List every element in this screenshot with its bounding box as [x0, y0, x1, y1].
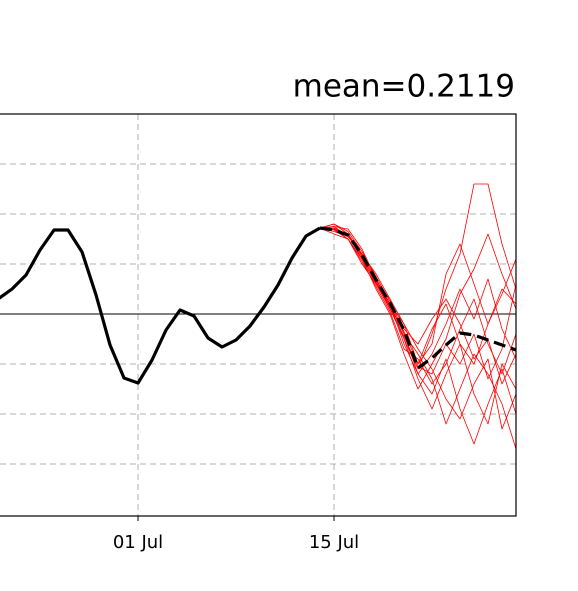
series-line — [319, 227, 516, 375]
plot-area — [0, 114, 516, 516]
series-line — [319, 223, 516, 425]
series-line — [319, 227, 516, 390]
x-tick-label: 01 Jul — [113, 532, 163, 553]
series-line — [320, 227, 516, 380]
x-tick-label: 15 Jul — [309, 532, 359, 553]
series-line — [319, 227, 516, 385]
plot-frame — [0, 113, 517, 517]
series-line — [319, 227, 516, 385]
series-line — [319, 226, 516, 445]
series-line — [319, 226, 516, 370]
series-line — [0, 226, 321, 385]
chart-title: mean=0.2119 — [293, 69, 515, 105]
